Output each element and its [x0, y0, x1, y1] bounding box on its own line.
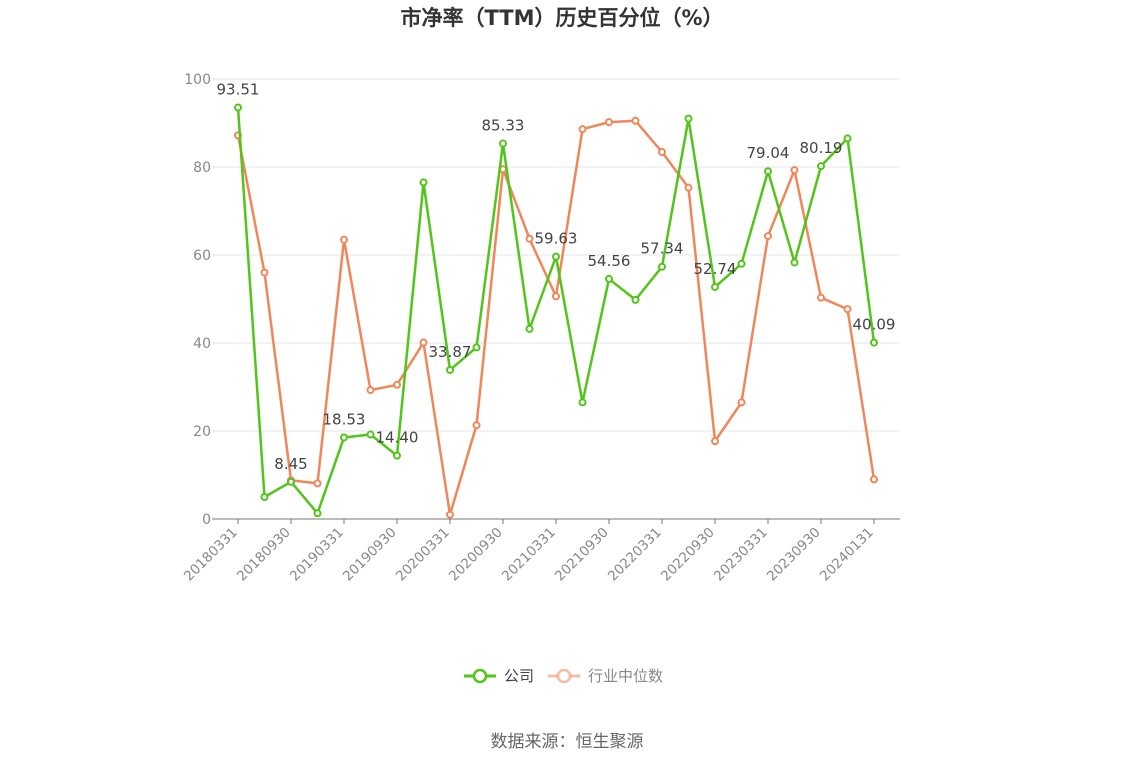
series-line-1 [236, 119, 876, 516]
data-point-1 [711, 437, 719, 446]
legend-item-0[interactable]: 公司 [464, 667, 534, 685]
data-point-1 [764, 232, 772, 241]
data-point-0 [790, 258, 799, 267]
data-label: 18.53 [323, 410, 366, 428]
data-point-0 [817, 162, 825, 171]
data-point-0 [711, 282, 719, 291]
data-point-1 [393, 380, 401, 389]
data-point-0 [287, 477, 295, 486]
data-point-0 [446, 365, 454, 374]
data-label: 85.33 [482, 117, 525, 135]
x-tick-label: 20200331 [393, 525, 453, 585]
data-point-0 [472, 343, 481, 352]
data-point-1 [605, 118, 613, 127]
x-tick-label: 20200930 [446, 525, 506, 585]
data-label: 52.74 [694, 260, 737, 278]
data-point-0 [764, 167, 772, 176]
x-tick-label: 20180930 [234, 525, 294, 585]
data-point-1 [313, 479, 322, 488]
y-tick-label: 100 [184, 72, 211, 88]
data-point-0 [260, 493, 269, 501]
data-point-0 [552, 252, 560, 261]
data-point-1 [366, 386, 375, 395]
legend-marker [556, 668, 572, 684]
y-tick-label: 60 [193, 248, 211, 264]
legend-item-1[interactable]: 行业中位数 [548, 667, 663, 685]
data-point-0 [737, 259, 746, 268]
series-line-0 [236, 107, 876, 515]
data-point-1 [419, 338, 428, 347]
data-label: 40.09 [853, 316, 896, 334]
data-point-0 [499, 139, 507, 148]
data-point-0 [870, 338, 878, 347]
data-label: 93.51 [217, 81, 260, 99]
y-axis: 0 20 40 60 80 100 [184, 72, 211, 528]
x-tick-label: 20210930 [552, 525, 612, 585]
x-tick-label: 20230930 [764, 525, 824, 585]
legend-label: 公司 [504, 667, 534, 685]
x-tick-label: 20180331 [181, 525, 241, 585]
data-point-1 [340, 235, 348, 244]
data-point-0 [393, 451, 401, 460]
chart-title: 市净率（TTM）历史百分位（%） [400, 6, 723, 30]
data-point-1 [525, 234, 534, 243]
data-point-0 [684, 114, 693, 123]
data-point-0 [578, 398, 587, 407]
data-point-0 [313, 509, 322, 518]
x-tick-label: 20230331 [711, 525, 771, 585]
data-label: 8.45 [274, 455, 307, 473]
y-tick-label: 40 [193, 336, 211, 352]
source-note: 数据来源：恒生聚源 [491, 732, 644, 752]
x-tick-label: 20210331 [499, 525, 559, 585]
y-tick-label: 80 [193, 160, 211, 176]
y-tick-label: 20 [193, 424, 211, 440]
data-point-1 [552, 292, 560, 301]
data-point-0 [843, 134, 852, 143]
data-point-1 [658, 148, 666, 157]
data-point-1 [260, 268, 269, 277]
data-point-0 [605, 274, 613, 283]
data-labels: 93.51 8.45 18.53 14.40 33.87 85.33 59.63 54.56 5… [217, 81, 896, 473]
data-label: 79.04 [747, 144, 790, 162]
data-label: 14.40 [376, 429, 419, 447]
legend[interactable]: 公司 行业中位数 [464, 667, 663, 685]
x-tick-label: 20190331 [287, 525, 347, 585]
data-point-1 [684, 183, 693, 192]
data-point-1 [870, 475, 878, 484]
x-tick-label: 20190930 [340, 525, 400, 585]
data-point-1 [472, 421, 481, 430]
data-point-0 [340, 433, 348, 442]
data-point-1 [578, 125, 587, 134]
data-label: 54.56 [588, 252, 631, 270]
x-tick-label: 20220930 [658, 525, 718, 585]
data-point-0 [366, 430, 375, 439]
data-point-0 [525, 324, 534, 333]
data-label: 33.87 [429, 343, 472, 361]
data-point-1 [843, 305, 852, 314]
data-label: 57.34 [641, 240, 684, 258]
legend-label: 行业中位数 [588, 667, 663, 685]
data-point-1 [817, 293, 825, 302]
data-point-0 [658, 262, 666, 271]
legend-marker [472, 668, 488, 684]
data-point-1 [446, 510, 454, 519]
data-label: 59.63 [535, 230, 578, 248]
data-point-1 [790, 166, 799, 175]
data-point-1 [631, 116, 640, 125]
data-point-0 [234, 103, 242, 112]
x-tick-label: 20220331 [605, 525, 665, 585]
y-tick-label: 0 [202, 512, 211, 528]
data-point-1 [737, 398, 746, 407]
x-axis: 2018033120180930201903312019093020200331… [181, 518, 900, 585]
x-tick-label: 20240131 [817, 525, 877, 585]
data-point-0 [631, 295, 640, 304]
data-point-0 [419, 178, 428, 187]
series-group [234, 103, 878, 519]
data-label: 80.19 [800, 139, 843, 157]
